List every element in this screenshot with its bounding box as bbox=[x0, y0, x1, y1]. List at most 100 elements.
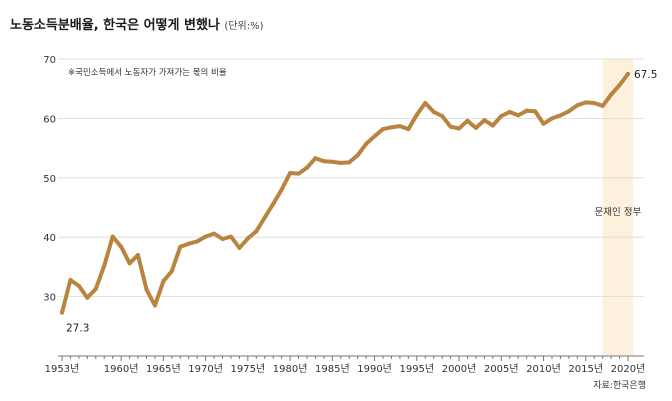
data-point bbox=[592, 100, 597, 105]
x-tick-label: 1985년 bbox=[315, 363, 350, 375]
data-point bbox=[347, 160, 352, 165]
data-point bbox=[144, 287, 149, 292]
data-point bbox=[524, 108, 529, 113]
data-point bbox=[575, 103, 580, 108]
data-point bbox=[195, 239, 200, 244]
data-point bbox=[473, 125, 478, 130]
source-label: 자료:한국은행 bbox=[593, 381, 646, 391]
y-tick-label: 70 bbox=[43, 55, 56, 66]
data-point bbox=[76, 283, 81, 288]
data-point bbox=[212, 231, 217, 236]
data-point bbox=[161, 279, 166, 284]
data-point bbox=[609, 92, 614, 97]
data-point bbox=[127, 261, 132, 266]
data-point bbox=[169, 269, 174, 274]
y-tick-label: 30 bbox=[43, 293, 56, 304]
data-point bbox=[457, 126, 462, 131]
data-point bbox=[338, 160, 343, 165]
data-point bbox=[136, 253, 141, 258]
x-tick-label: 2010년 bbox=[526, 363, 561, 375]
data-point bbox=[262, 215, 267, 220]
data-point bbox=[279, 187, 284, 192]
x-tick-label: 2015년 bbox=[568, 363, 603, 375]
data-point bbox=[482, 118, 487, 123]
data-point bbox=[533, 109, 538, 114]
unit-label: (단위:%) bbox=[224, 21, 264, 32]
data-point bbox=[313, 156, 318, 161]
data-point bbox=[549, 116, 554, 121]
data-point bbox=[220, 236, 225, 241]
x-tick-label: 1970년 bbox=[188, 363, 223, 375]
x-tick-label: 1953년 bbox=[45, 363, 80, 375]
x-tick-label: 1990년 bbox=[357, 363, 392, 375]
x-tick-label: 1960년 bbox=[104, 363, 139, 375]
data-point bbox=[245, 236, 250, 241]
chart-note: ※국민소득에서 노동자가 가져가는 몫의 비율 bbox=[68, 68, 227, 78]
data-point bbox=[364, 141, 369, 146]
data-point bbox=[237, 245, 242, 250]
data-point bbox=[85, 295, 90, 300]
data-point bbox=[271, 201, 276, 206]
grid-layer: 30 40 50 60 70 bbox=[43, 55, 644, 304]
data-point bbox=[507, 109, 512, 114]
data-label: 67.5 bbox=[634, 69, 657, 81]
data-point bbox=[490, 123, 495, 128]
data-point bbox=[440, 114, 445, 119]
data-point bbox=[397, 124, 402, 129]
chart-title-text: 노동소득분배율, 한국은 어떻게 변했나 bbox=[10, 18, 220, 33]
label-layer: 27.3 67.5 bbox=[66, 69, 657, 335]
x-tick-label: 2020년 bbox=[611, 363, 646, 375]
data-point bbox=[499, 114, 504, 119]
data-point bbox=[423, 100, 428, 105]
x-tick-label: 1975년 bbox=[231, 363, 266, 375]
series-line bbox=[60, 71, 630, 315]
axis-layer: 1953년 1960년 1965년 1970년 1975년 1980년 1985년 1990년… bbox=[45, 355, 646, 375]
x-tick-label: 1980년 bbox=[273, 363, 308, 375]
data-point bbox=[600, 103, 605, 108]
x-tick-label: 2000년 bbox=[442, 363, 477, 375]
y-tick-label: 40 bbox=[43, 233, 56, 244]
x-tick-label: 1995년 bbox=[399, 363, 434, 375]
x-tick-label: 1965년 bbox=[146, 363, 181, 375]
data-point bbox=[186, 241, 191, 246]
data-point bbox=[355, 153, 360, 158]
data-point bbox=[110, 234, 115, 239]
y-tick-label: 50 bbox=[43, 174, 56, 185]
data-point bbox=[558, 113, 563, 118]
data-point bbox=[296, 171, 301, 176]
data-point bbox=[102, 263, 107, 268]
data-point bbox=[465, 118, 470, 123]
data-point bbox=[288, 171, 293, 176]
data-label: 27.3 bbox=[66, 323, 89, 335]
data-point bbox=[406, 127, 411, 132]
data-point bbox=[431, 109, 436, 114]
data-point bbox=[60, 310, 64, 315]
x-tick-label: 2005년 bbox=[484, 363, 519, 375]
data-point bbox=[330, 159, 335, 164]
data-point bbox=[68, 277, 73, 282]
highlight-label: 문재인 정부 bbox=[594, 207, 641, 218]
data-point bbox=[583, 100, 588, 105]
y-tick-label: 60 bbox=[43, 114, 56, 125]
data-point bbox=[389, 125, 394, 130]
data-point bbox=[254, 229, 259, 234]
data-point bbox=[93, 286, 98, 291]
data-point bbox=[372, 134, 377, 139]
series-layer bbox=[60, 71, 630, 315]
data-point bbox=[228, 234, 233, 239]
data-point bbox=[566, 109, 571, 114]
data-point bbox=[516, 113, 521, 118]
data-point bbox=[381, 127, 386, 132]
data-point bbox=[448, 124, 453, 129]
chart-title: 노동소득분배율, 한국은 어떻게 변했나 (단위:%) bbox=[10, 14, 264, 33]
data-point bbox=[414, 112, 419, 117]
highlight-layer: 문재인 정부 bbox=[594, 59, 641, 356]
data-point bbox=[152, 303, 157, 308]
data-point bbox=[119, 244, 124, 249]
data-point bbox=[626, 71, 630, 76]
highlight-band bbox=[602, 59, 634, 356]
data-point bbox=[304, 165, 309, 170]
data-point bbox=[617, 83, 622, 88]
data-point bbox=[321, 159, 326, 164]
